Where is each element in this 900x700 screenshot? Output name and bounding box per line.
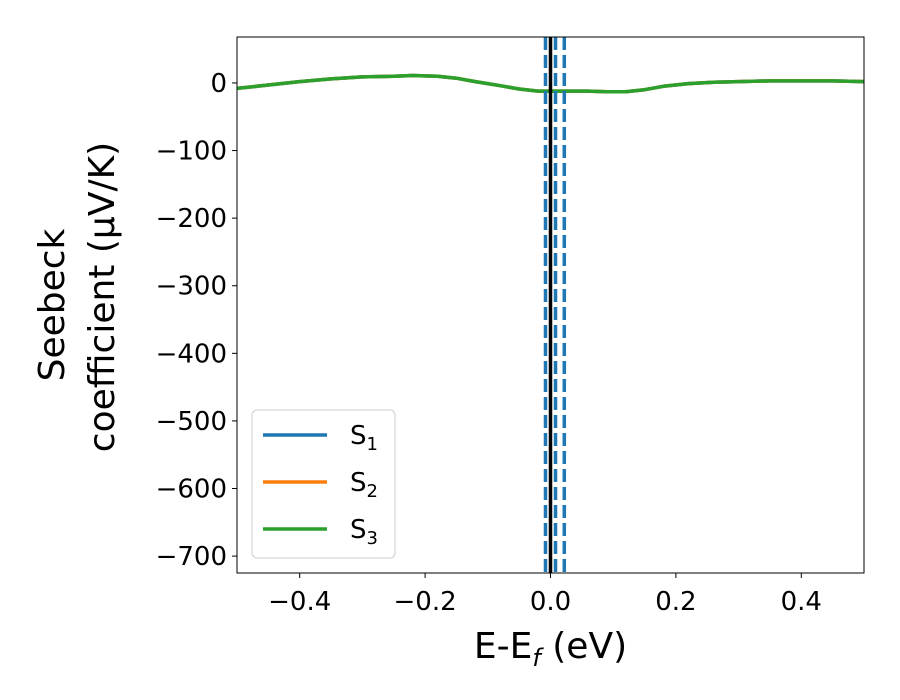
y-tick-label: −600: [156, 475, 227, 505]
x-tick-label: 0.4: [781, 587, 822, 617]
y-ticks: 0 −100 −200 −300 −400 −500 −600 −700: [156, 69, 237, 572]
y-tick-label: −100: [156, 137, 227, 167]
y-tick-label: −200: [156, 204, 227, 234]
y-tick-label: −700: [156, 542, 227, 572]
x-tick-label: −0.4: [268, 587, 331, 617]
y-tick-label: −300: [156, 272, 227, 302]
y-axis-label-line2: coefficient (μV/K): [82, 142, 123, 452]
x-ticks: −0.4 −0.2 0.0 0.2 0.4: [268, 573, 822, 617]
legend-box: [251, 409, 396, 559]
x-tick-label: 0.0: [530, 587, 571, 617]
y-tick-label: −400: [156, 339, 227, 369]
legend-label-2: S2: [350, 468, 378, 502]
x-axis-label: E-Ef (eV): [474, 626, 627, 672]
y-axis-label-line1: Seebeck: [32, 228, 73, 381]
y-tick-label: 0: [210, 69, 227, 99]
legend-label-3: S3: [350, 515, 378, 549]
legend: S1 S2 S3: [251, 409, 396, 559]
y-tick-label: −500: [156, 407, 227, 437]
x-tick-label: 0.2: [655, 587, 696, 617]
legend-label-1: S1: [350, 421, 378, 455]
x-tick-label: −0.2: [394, 587, 457, 617]
vline-layer: [543, 37, 567, 573]
legend-entries: S1 S2 S3: [263, 421, 378, 549]
